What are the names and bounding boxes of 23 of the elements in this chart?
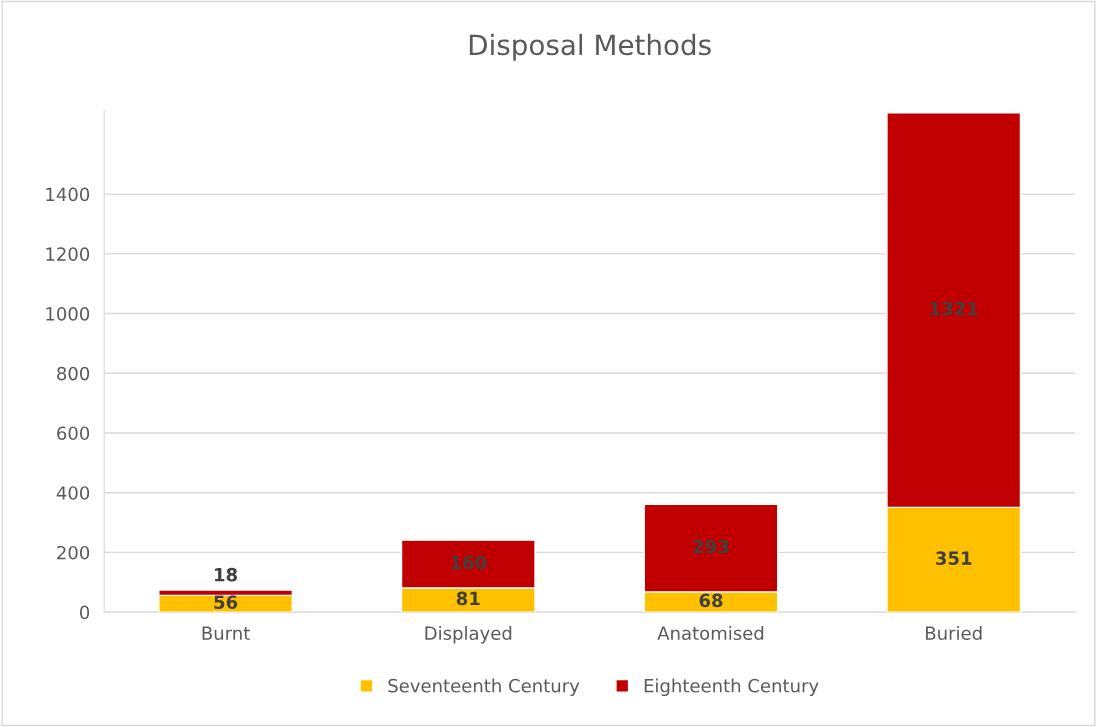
y-tick-label: 1400 <box>46 187 90 202</box>
legend-label: Eighteenth Century <box>644 678 819 697</box>
y-tick-label: 200 <box>57 545 90 560</box>
chart-title: Disposal Methods <box>469 33 711 61</box>
data-label: 351 <box>936 551 972 565</box>
x-tick-label: Anatomised <box>657 626 764 640</box>
data-label: 68 <box>699 593 723 608</box>
data-label: 293 <box>693 539 729 554</box>
y-tick-label: 400 <box>56 486 90 500</box>
data-label: 81 <box>456 591 480 606</box>
legend-label: Seventeenth Century <box>388 678 580 697</box>
y-tick-label: 1000 <box>46 307 90 321</box>
data-label: 160 <box>451 555 487 570</box>
data-label: 1321 <box>930 301 978 316</box>
x-tick-label: Displayed <box>425 626 512 644</box>
y-tick-label: 800 <box>57 366 90 381</box>
y-tick-label: 1200 <box>46 247 90 261</box>
y-tick-label: 0 <box>80 605 90 620</box>
x-tick-label: Buried <box>926 626 982 640</box>
data-label: 56 <box>214 595 238 610</box>
x-tick-label: Burnt <box>202 626 250 640</box>
y-tick-label: 600 <box>57 426 90 441</box>
data-label: 18 <box>215 567 238 582</box>
